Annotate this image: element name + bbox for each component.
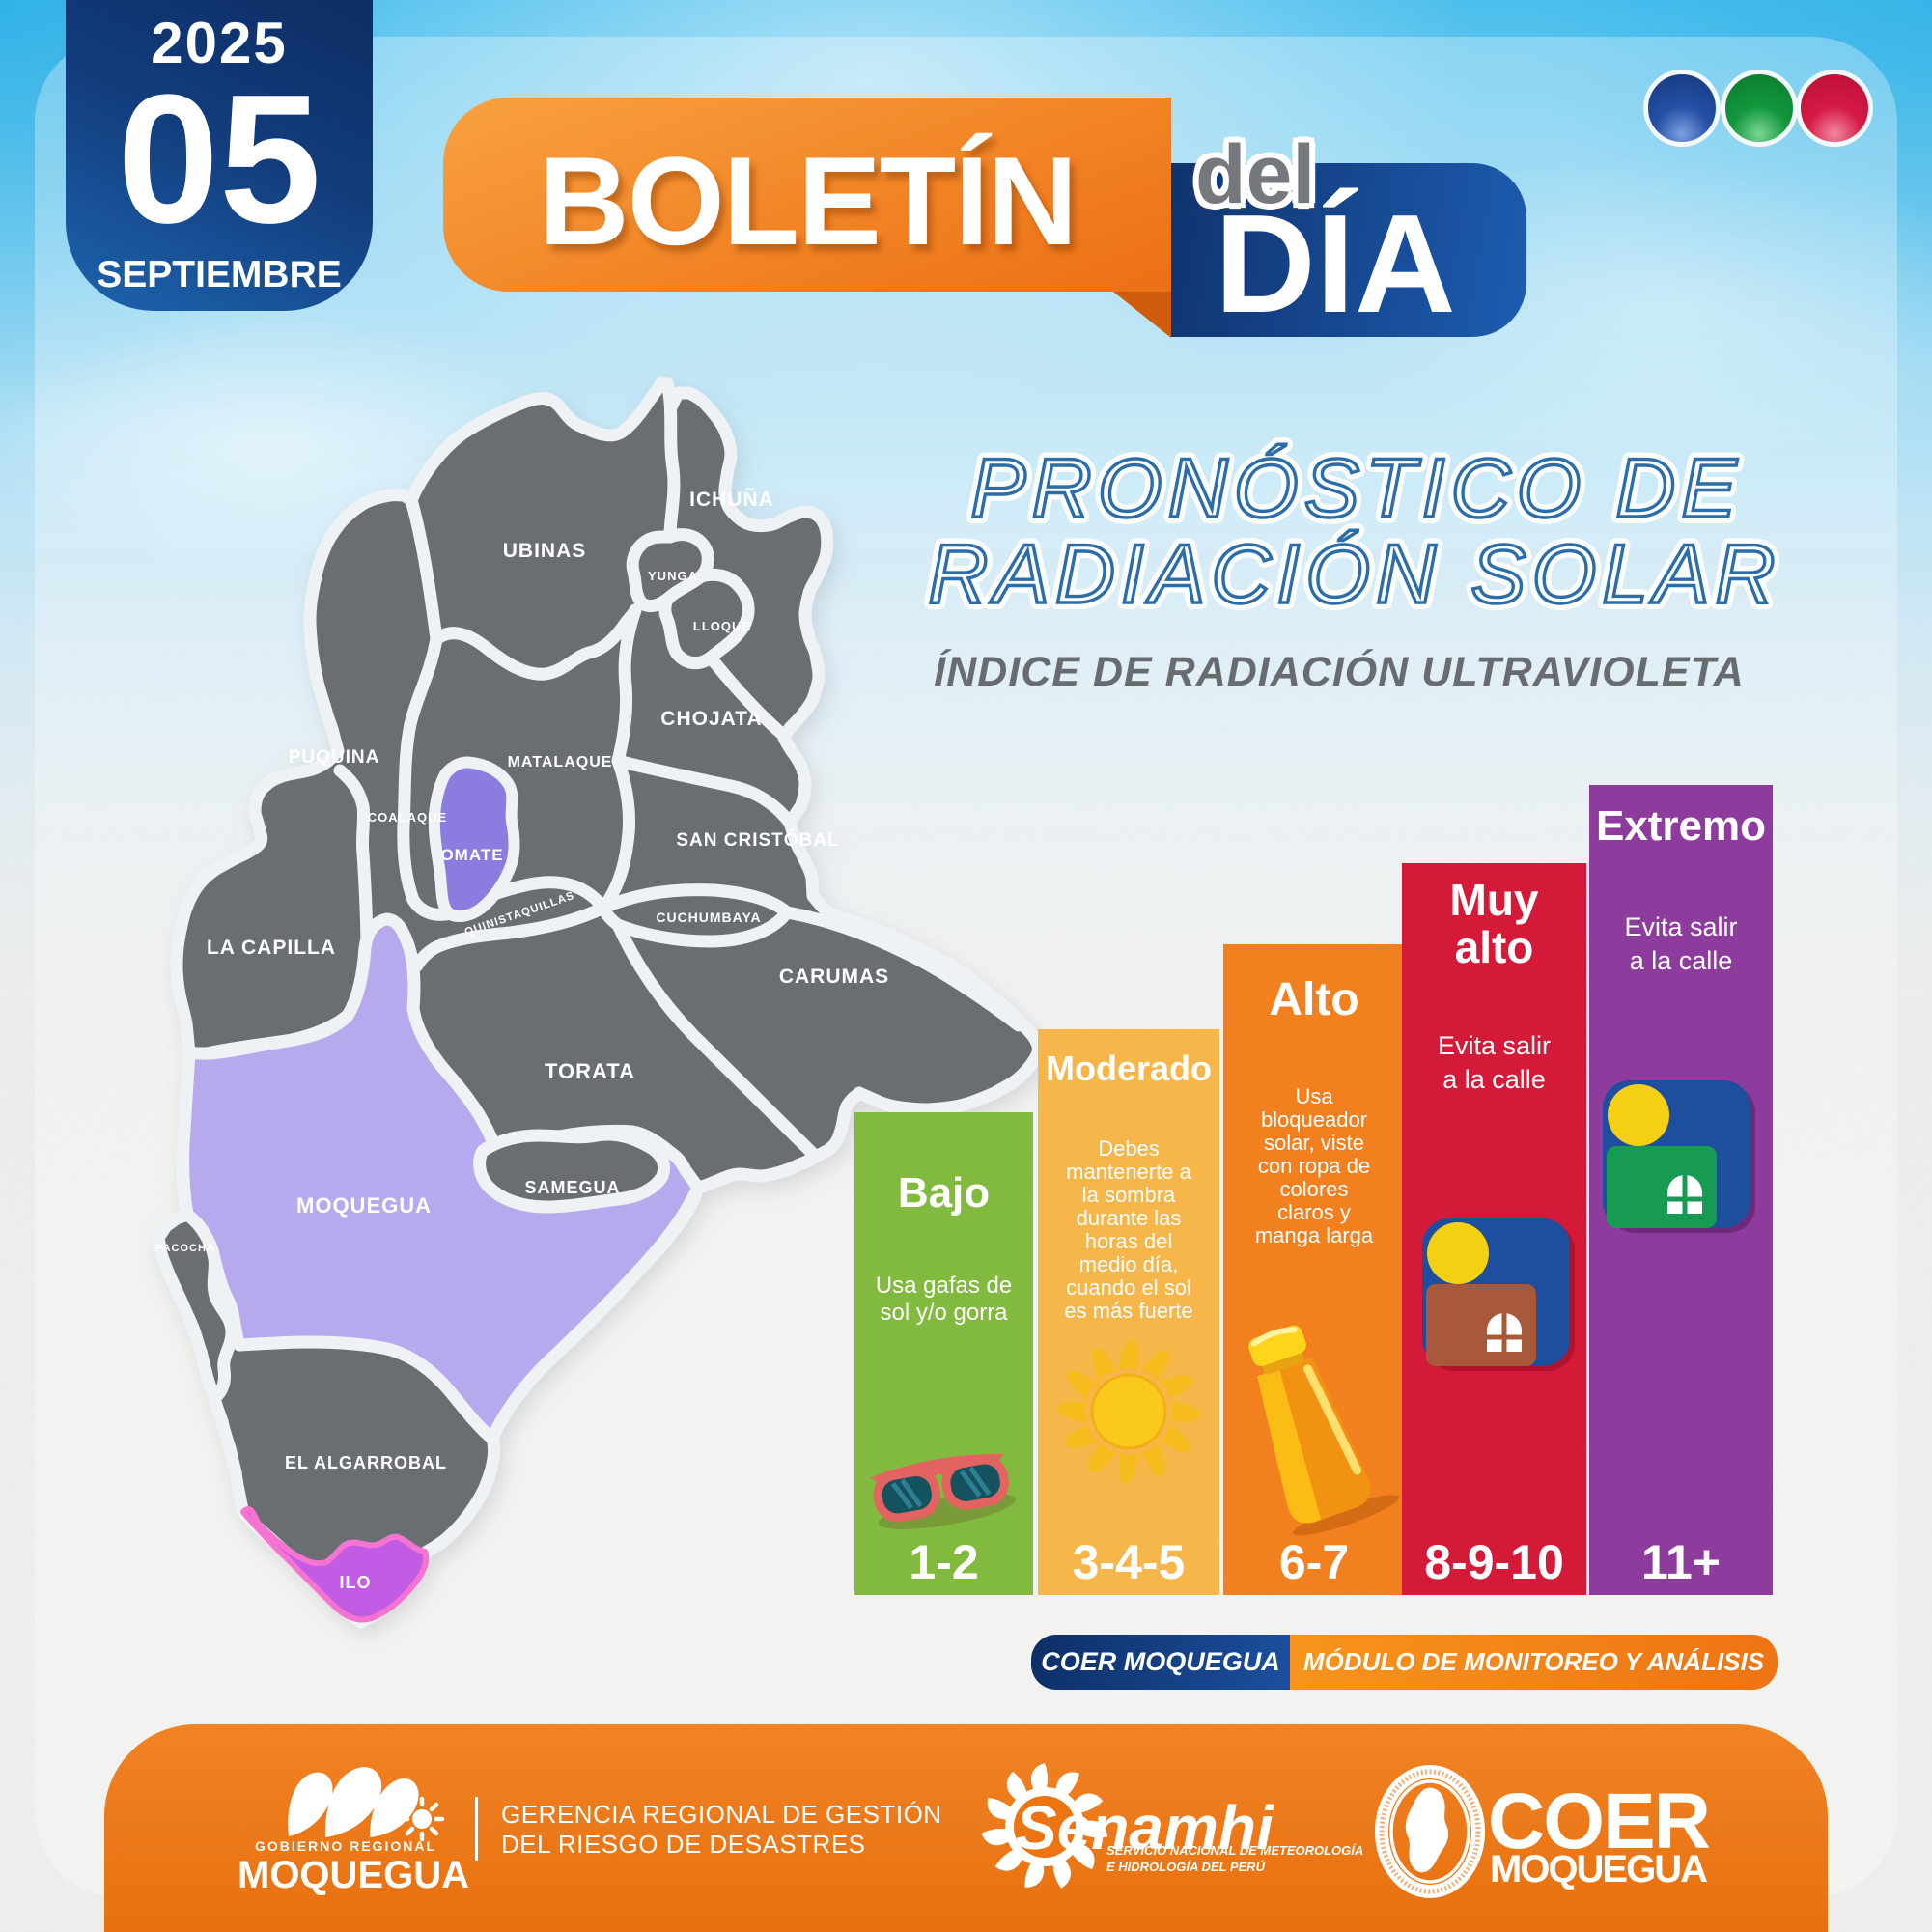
svg-text:UBINAS: UBINAS (503, 540, 587, 562)
svg-text:MOQUEGUA: MOQUEGUA (296, 1193, 432, 1218)
svg-text:PUQUINA: PUQUINA (289, 747, 380, 768)
svg-text:CUCHUMBAYA: CUCHUMBAYA (656, 910, 761, 925)
svg-text:SAN CRISTÓBAL: SAN CRISTÓBAL (676, 829, 839, 851)
svg-text:ÍNDICE DE RADIACIÓN ULTRAVIOLE: ÍNDICE DE RADIACIÓN ULTRAVIOLETA (934, 649, 1744, 695)
svg-text:COALAQUE: COALAQUE (368, 810, 447, 825)
svg-text:PRONÓSTICO DE: PRONÓSTICO DE (970, 442, 1743, 535)
svg-text:CHOJATA: CHOJATA (660, 708, 762, 730)
svg-text:YUNGA: YUNGA (648, 569, 698, 583)
svg-text:OMATE: OMATE (440, 846, 503, 864)
svg-text:CARUMAS: CARUMAS (779, 966, 889, 988)
svg-text:MATALAQUE: MATALAQUE (508, 754, 613, 770)
svg-text:SAMEGUA: SAMEGUA (524, 1178, 620, 1197)
svg-text:LLOQUE: LLOQUE (693, 619, 751, 633)
svg-text:ICHUÑA: ICHUÑA (689, 489, 774, 511)
svg-text:ILO: ILO (340, 1573, 372, 1592)
svg-text:LA CAPILLA: LA CAPILLA (207, 937, 336, 959)
svg-text:PRONÓSTICO DE: PRONÓSTICO DE (970, 442, 1743, 535)
svg-text:RADIACIÓN SOLAR: RADIACIÓN SOLAR (928, 528, 1780, 621)
svg-text:RADIACIÓN SOLAR: RADIACIÓN SOLAR (928, 528, 1780, 621)
svg-text:Senamhi: Senamhi (1016, 1793, 1274, 1862)
svg-text:TORATA: TORATA (545, 1059, 635, 1083)
svg-text:EL ALGARROBAL: EL ALGARROBAL (285, 1453, 447, 1472)
svg-text:PACOCHA: PACOCHA (155, 1243, 215, 1254)
